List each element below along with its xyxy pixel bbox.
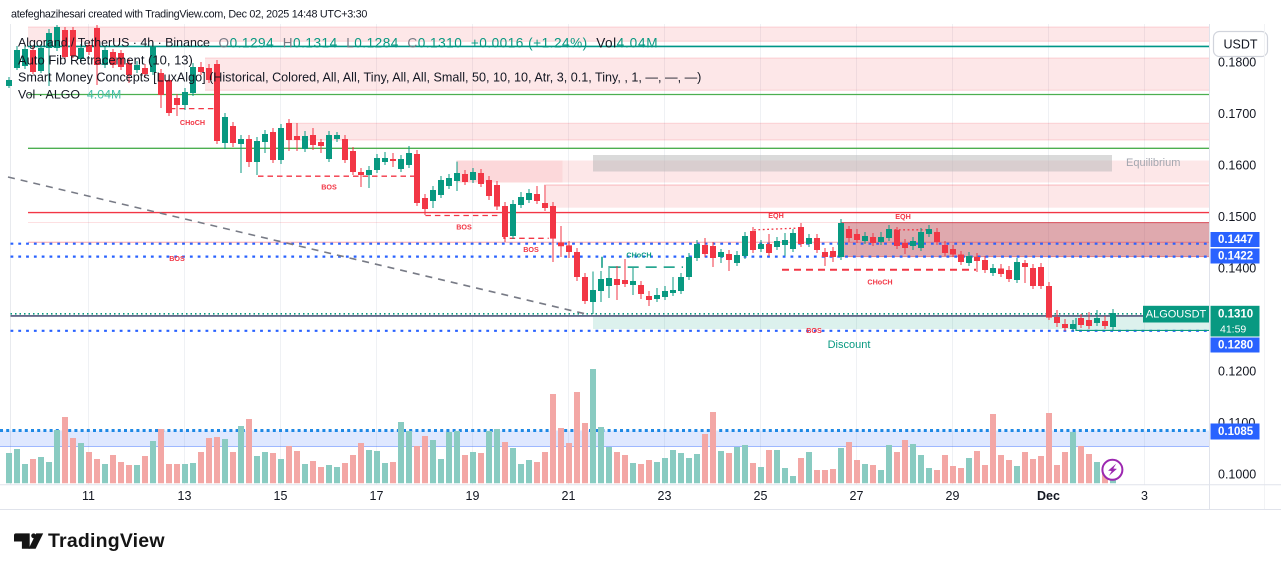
svg-text:CHoCH: CHoCH <box>180 118 205 127</box>
svg-text:19: 19 <box>466 489 480 503</box>
svg-text:3: 3 <box>1141 489 1148 503</box>
svg-text:17: 17 <box>370 489 384 503</box>
svg-text:11: 11 <box>82 489 95 503</box>
svg-text:0.1500: 0.1500 <box>1218 210 1256 224</box>
svg-text:0.1700: 0.1700 <box>1218 107 1256 121</box>
svg-text:0.1422: 0.1422 <box>1218 251 1253 263</box>
svg-text:CHoCH: CHoCH <box>626 251 651 260</box>
svg-text:0.1400: 0.1400 <box>1218 262 1256 276</box>
svg-text:BOS: BOS <box>321 183 337 192</box>
svg-text:USDT: USDT <box>1223 38 1257 52</box>
svg-text:atefeghazihesari created with: atefeghazihesari created with TradingVie… <box>11 9 367 21</box>
svg-text:0.1800: 0.1800 <box>1218 56 1256 70</box>
svg-text:0.1085: 0.1085 <box>1218 426 1254 438</box>
svg-text:0.1000: 0.1000 <box>1218 468 1256 482</box>
svg-text:Smart Money Concepts [LuxAlgo]: Smart Money Concepts [LuxAlgo] (Historic… <box>18 71 701 85</box>
svg-text:BOS: BOS <box>456 223 472 232</box>
svg-text:23: 23 <box>658 489 672 503</box>
svg-text:Algorand / TetherUS · 4h · Bin: Algorand / TetherUS · 4h · Binance O0.12… <box>18 35 658 50</box>
svg-text:Equilibrium: Equilibrium <box>1126 157 1180 169</box>
svg-text:0.1310: 0.1310 <box>1218 309 1253 321</box>
svg-text:Vol · ALGO 4.04M: Vol · ALGO 4.04M <box>18 88 121 102</box>
svg-text:41:59: 41:59 <box>1220 324 1246 336</box>
svg-text:0.1447: 0.1447 <box>1218 234 1253 246</box>
svg-text:EQH: EQH <box>768 211 784 220</box>
svg-text:BOS: BOS <box>523 245 539 254</box>
svg-text:27: 27 <box>850 489 864 503</box>
svg-text:EQH: EQH <box>895 212 911 221</box>
svg-text:BOS: BOS <box>169 254 185 263</box>
svg-text:0.1200: 0.1200 <box>1218 365 1256 379</box>
svg-text:TradingView: TradingView <box>48 530 165 552</box>
svg-text:Discount: Discount <box>828 339 871 351</box>
svg-text:21: 21 <box>562 489 576 503</box>
svg-text:25: 25 <box>754 489 768 503</box>
svg-text:Dec: Dec <box>1037 489 1060 503</box>
svg-text:0.1600: 0.1600 <box>1218 159 1256 173</box>
svg-text:BOS: BOS <box>806 326 822 335</box>
svg-text:0.1280: 0.1280 <box>1218 340 1253 352</box>
svg-text:29: 29 <box>946 489 960 503</box>
svg-text:ALGOUSDT: ALGOUSDT <box>1146 309 1207 321</box>
svg-text:15: 15 <box>274 489 288 503</box>
svg-text:13: 13 <box>178 489 192 503</box>
svg-text:CHoCH: CHoCH <box>867 278 892 287</box>
svg-text:Auto Fib Retracement (10, 13): Auto Fib Retracement (10, 13) <box>18 53 193 68</box>
